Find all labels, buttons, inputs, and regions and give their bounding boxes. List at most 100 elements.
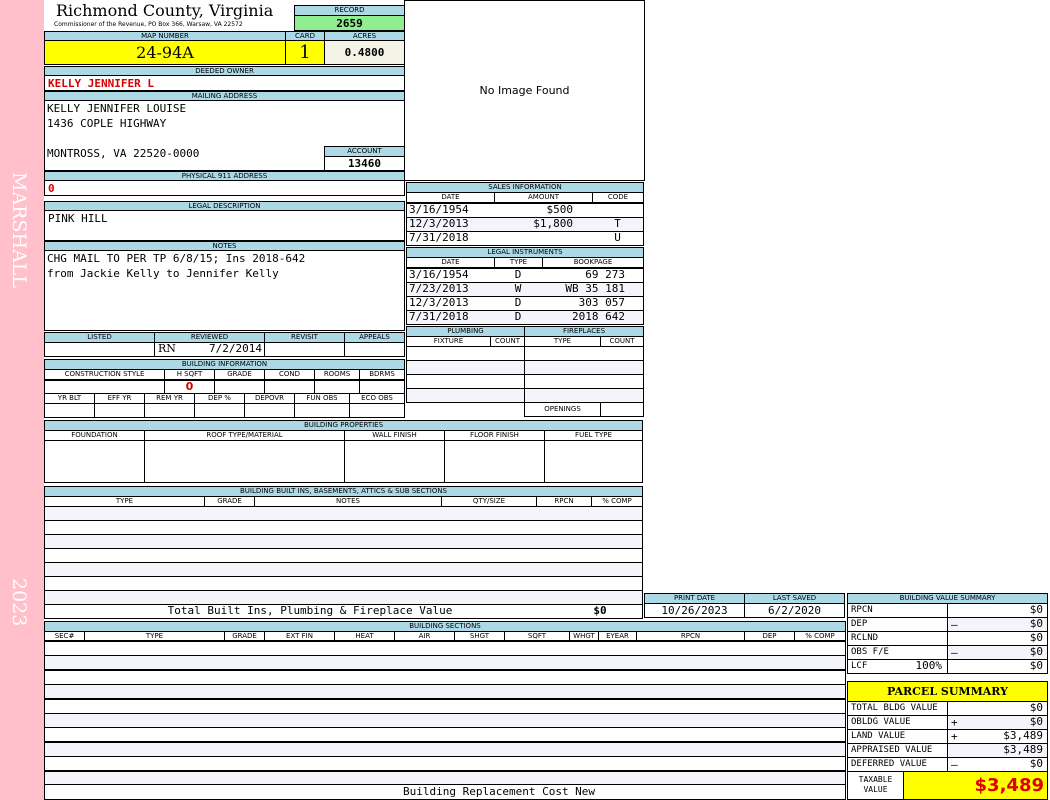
card-number: 1 [285, 40, 325, 65]
sections-row [44, 669, 846, 685]
reviewed-date: 7/2/2014 [209, 342, 262, 355]
instrument-bookpage: 69 273 [585, 268, 625, 281]
physical-address: 0 [44, 180, 405, 196]
properties-cell [44, 440, 145, 483]
building-info-header: GRADE [214, 369, 265, 380]
sale-date: 12/3/2013 [409, 217, 469, 230]
instrument-date: 3/16/1954 [409, 268, 469, 281]
sections-row [44, 698, 846, 714]
legal-description: PINK HILL [44, 210, 405, 241]
mailing-line: KELLY JENNIFER LOUISE [47, 102, 187, 115]
no-image-placeholder: No Image Found [404, 0, 645, 181]
building-info-cell [264, 380, 315, 394]
year-label: 2023 [8, 578, 30, 627]
sale-amount: $500 [546, 203, 574, 216]
last-saved: 6/2/2020 [744, 603, 845, 618]
building-info-cell [314, 380, 360, 394]
district-label: MARSHALL [8, 172, 30, 289]
bvs-row-extra [895, 631, 945, 646]
plumbing-row [406, 374, 525, 389]
account-number: 13460 [324, 156, 405, 171]
instrument-type: D [514, 310, 522, 323]
plumbing-row [406, 360, 525, 375]
parcel-summary-title: PARCEL SUMMARY [847, 681, 1048, 702]
bvs-row-extra: 100% [915, 659, 943, 672]
map-number: 24-94A [44, 40, 286, 65]
sections-footer: Building Replacement Cost New [403, 785, 596, 798]
reviewer: RN [158, 342, 176, 355]
office-address: Commissioner of the Revenue, PO Box 366,… [54, 21, 243, 28]
sales-header: CODE [592, 192, 644, 203]
builtins-total-value: $0 [593, 604, 607, 617]
sections-row [44, 713, 846, 728]
sale-amount: $1,800 [533, 217, 573, 230]
building-info-cell [349, 403, 405, 418]
fireplace-row [524, 360, 644, 375]
sections-header: RPCN [636, 631, 745, 641]
building-info-header: COND [264, 369, 315, 380]
parcel-row-label: APPRAISED VALUE [847, 743, 948, 758]
parcel-row-label: OBLDG VALUE [847, 715, 948, 730]
sale-code: T [614, 217, 621, 230]
bvs-row-extra [895, 603, 945, 618]
building-info-cell [94, 403, 145, 418]
properties-cell [344, 440, 445, 483]
sections-header: WHGT [569, 631, 599, 641]
building-info-cell [359, 380, 405, 394]
instrument-date: 7/23/2013 [409, 282, 469, 295]
sections-header: SEC# [44, 631, 85, 641]
sections-row [44, 641, 846, 656]
taxable-value: $3,489 [903, 771, 1048, 800]
sections-row [44, 655, 846, 671]
builtins-total-row [44, 604, 643, 619]
building-info-header: CONSTRUCTION STYLE [44, 369, 165, 380]
notes-line: from Jackie Kelly to Jennifer Kelly [47, 267, 279, 280]
review-cell [264, 342, 345, 357]
instruments-header: DATE [406, 257, 495, 268]
instrument-type: D [514, 296, 522, 309]
building-info-header: BDRMS [359, 369, 405, 380]
mailing-line: MONTROSS, VA 22520-0000 [47, 147, 200, 160]
bvs-row-value: $0 [1029, 603, 1043, 616]
plumbing-row [406, 346, 525, 361]
sales-header: DATE [406, 192, 495, 203]
fireplace-row [524, 374, 644, 389]
building-info-header: ROOMS [314, 369, 360, 380]
sections-header: EYEAR [598, 631, 637, 641]
openings-label: OPENINGS [524, 402, 601, 417]
sections-row [44, 727, 846, 743]
parcel-row-value: $0 [1029, 701, 1043, 714]
notes-line: CHG MAIL TO PER TP 6/8/15; Ins 2018-642 [47, 252, 306, 265]
deeded-owner: KELLY JENNIFER L [44, 75, 405, 91]
bvs-row-sign [947, 659, 1048, 674]
bvs-row-extra [895, 645, 945, 660]
sections-row [44, 756, 846, 772]
fireplace-row [524, 346, 644, 361]
county-title: Richmond County, Virginia [56, 1, 274, 20]
properties-cell [544, 440, 643, 483]
parcel-row-label: LAND VALUE [847, 729, 948, 744]
sections-header: GRADE [224, 631, 265, 641]
sale-date: 7/31/2018 [409, 231, 469, 244]
sections-row [44, 684, 846, 700]
instrument-type: D [514, 268, 522, 281]
building-info-cell [194, 403, 245, 418]
builtins-row [44, 576, 643, 591]
sections-header: EXT FIN [264, 631, 335, 641]
building-info-cell [214, 380, 265, 394]
parcel-row-value: $0 [1029, 715, 1043, 728]
bvs-row-value: $0 [1029, 631, 1043, 644]
sections-header: HEAT [334, 631, 395, 641]
sale-code: U [614, 231, 621, 244]
parcel-row-value: $3,489 [1003, 743, 1043, 756]
instruments-header: TYPE [494, 257, 543, 268]
building-info-header: H SQFT [164, 369, 215, 380]
bvs-row-value: $0 [1029, 645, 1043, 658]
instrument-row [406, 310, 644, 325]
builtins-row [44, 548, 643, 563]
mailing-line: 1436 COPLE HIGHWAY [47, 117, 167, 130]
parcel-row-label: TOTAL BLDG VALUE [847, 701, 948, 716]
instrument-bookpage: WB 35 181 [565, 282, 625, 295]
instrument-date: 12/3/2013 [409, 296, 469, 309]
instrument-bookpage: 303 057 [578, 296, 625, 309]
